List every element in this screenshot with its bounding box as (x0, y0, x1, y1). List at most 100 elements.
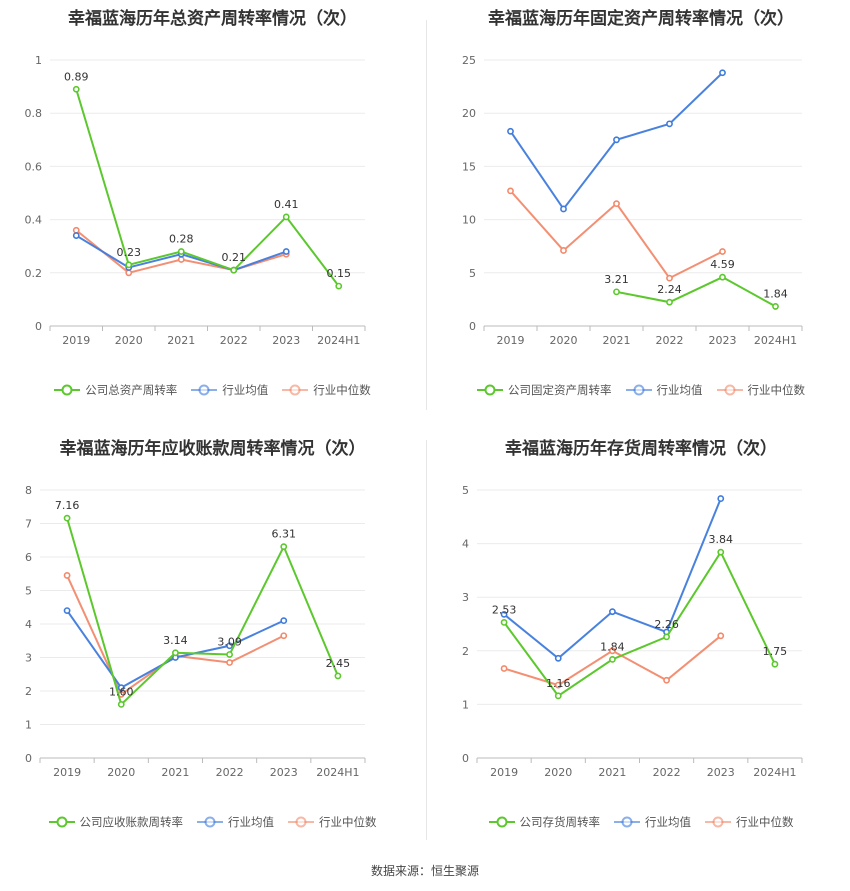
data-label: 1.84 (600, 640, 625, 653)
data-point-median (72, 226, 80, 234)
legend-item-company[interactable]: 公司应收账款周转率 (48, 814, 183, 830)
data-label: 3.09 (217, 635, 242, 648)
data-point-median (609, 647, 616, 655)
data-point-avg (282, 248, 290, 255)
series-line-company (503, 550, 776, 698)
data-point-median (226, 659, 233, 666)
legend-line-circle-icon (477, 384, 503, 396)
series-line-company (66, 517, 339, 707)
x-tick-label: 2019 (53, 766, 81, 779)
legend-line-circle-icon (625, 384, 652, 396)
data-point-median (63, 572, 71, 579)
data-point-company (663, 633, 670, 641)
data-point-avg (719, 69, 726, 77)
legend-item-company[interactable]: 公司固定资产周转率 (477, 382, 612, 398)
legend-line-circle-icon (54, 384, 81, 396)
data-label: 0.89 (64, 70, 89, 83)
data-point-median (663, 676, 670, 684)
y-tick-label: 10 (462, 214, 476, 227)
legend-item-industry-median[interactable]: 行业中位数 (282, 382, 371, 398)
x-tick-label: 2024H1 (754, 334, 797, 347)
legend-line-circle-icon (716, 384, 743, 396)
legend-label: 行业中位数 (747, 383, 806, 397)
legend-item-industry-median[interactable]: 行业中位数 (288, 814, 377, 830)
data-point-company (771, 660, 779, 668)
legend-line-circle-icon (48, 816, 75, 828)
legend-label: 公司存货周转率 (519, 815, 601, 829)
legend-label: 行业均值 (645, 815, 691, 829)
legend-item-company[interactable]: 公司总资产周转率 (54, 382, 177, 398)
chart-plot: 0 1 2 3 4 5 6 7 8 2019 2020 2021 2022 2023 2024H1 7.16 1… (25, 484, 366, 779)
data-label: 3.21 (604, 273, 629, 286)
data-point-median (507, 187, 514, 195)
data-point-avg (226, 642, 233, 650)
legend-label: 行业均值 (656, 383, 703, 397)
x-tick-label: 2019 (497, 334, 525, 347)
chart-title: 幸福蓝海历年应收账款周转率情况（次） (59, 439, 366, 459)
data-source-note: 数据来源：恒生聚源 (370, 864, 479, 878)
x-tick-label: 2021 (161, 766, 189, 779)
legend-line-circle-icon (282, 384, 309, 396)
x-tick-label: 2023 (707, 766, 735, 779)
data-point-company (230, 266, 238, 274)
data-point-avg (63, 607, 71, 614)
y-tick-label: 5 (25, 585, 32, 598)
data-point-avg (560, 205, 567, 213)
legend-item-industry-average[interactable]: 行业均值 (191, 382, 268, 398)
legend-item-industry-average[interactable]: 行业均值 (197, 814, 274, 830)
legend-item-industry-average[interactable]: 行业均值 (625, 382, 703, 398)
y-tick-label: 5 (462, 484, 469, 497)
y-tick-label: 6 (25, 551, 32, 564)
chart-panel-total-asset-turnover: 幸福蓝海历年总资产周转率情况（次） 0 0.2 0.4 0.6 0.8 1 2019 2020… (0, 0, 425, 420)
chart-legend: 公司总资产周转率 行业均值 行业中位数 (0, 382, 425, 398)
panel-divider (426, 440, 427, 840)
y-tick-label: 0 (35, 320, 42, 333)
data-point-company (226, 651, 233, 658)
y-tick-label: 0 (25, 752, 32, 765)
legend-item-industry-average[interactable]: 行业均值 (614, 814, 691, 830)
x-tick-label: 2021 (167, 334, 195, 347)
data-label: 1.84 (763, 287, 788, 300)
data-label: 0.15 (327, 267, 352, 280)
y-tick-label: 0 (469, 320, 476, 333)
y-tick-label: 8 (25, 484, 32, 497)
y-tick-label: 3 (25, 652, 32, 665)
data-label: 0.41 (274, 198, 299, 211)
x-tick-label: 2021 (598, 766, 626, 779)
y-tick-label: 20 (462, 107, 476, 120)
data-point-company (63, 514, 71, 522)
legend-item-industry-median[interactable]: 行业中位数 (716, 382, 806, 398)
x-tick-label: 2019 (490, 766, 518, 779)
legend-item-industry-median[interactable]: 行业中位数 (705, 814, 794, 830)
chart-legend: 公司固定资产周转率 行业均值 行业中位数 (432, 382, 850, 398)
data-point-company (280, 543, 288, 551)
data-label: 0.21 (222, 251, 247, 264)
data-point-avg (72, 232, 80, 239)
series-line-company (616, 276, 776, 308)
data-label: 2.24 (657, 283, 682, 296)
x-tick-label: 2022 (220, 334, 248, 347)
chart-panel-fixed-asset-turnover: 幸福蓝海历年固定资产周转率情况（次） 0 5 10 15 20 25 2019 2020 202… (432, 0, 850, 420)
x-tick-label: 2024H1 (316, 766, 359, 779)
x-tick-label: 2019 (62, 334, 90, 347)
x-tick-label: 2022 (653, 766, 681, 779)
data-point-median (280, 632, 288, 640)
data-point-avg (666, 120, 673, 128)
legend-label: 行业中位数 (313, 383, 371, 397)
data-point-company (613, 288, 620, 296)
y-tick-label: 2 (25, 685, 32, 698)
chart-title: 幸福蓝海历年总资产周转率情况（次） (68, 9, 357, 29)
y-tick-label: 5 (469, 267, 476, 280)
data-point-company (554, 692, 562, 700)
legend-label: 行业均值 (222, 383, 269, 397)
chart-legend: 公司应收账款周转率 行业均值 行业中位数 (0, 814, 425, 830)
data-label: 3.14 (163, 634, 188, 647)
legend-item-company[interactable]: 公司存货周转率 (488, 814, 601, 830)
legend-line-circle-icon (288, 816, 314, 828)
y-tick-label: 4 (462, 538, 469, 551)
data-point-avg (609, 608, 616, 616)
data-point-company (772, 303, 779, 310)
data-point-median (177, 256, 185, 263)
data-point-avg (613, 136, 620, 144)
data-point-median (554, 681, 562, 689)
